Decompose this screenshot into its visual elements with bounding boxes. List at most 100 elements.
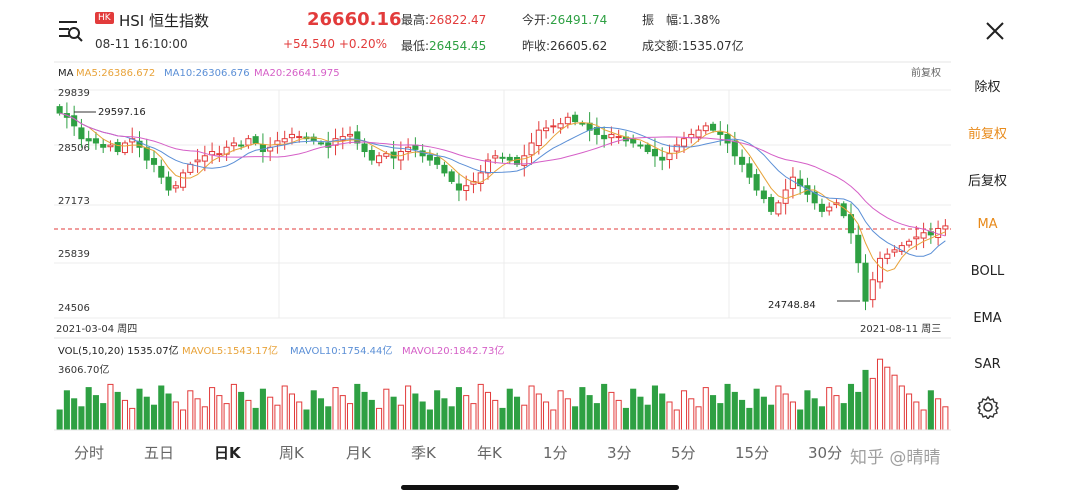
candle-body	[216, 153, 223, 156]
volume-bar	[615, 399, 622, 431]
volume-bar	[884, 366, 891, 431]
candle-body	[434, 157, 441, 165]
tab-daily-k[interactable]: 日K	[214, 444, 241, 462]
settings-gear-icon[interactable]	[976, 395, 1000, 419]
candle-body	[143, 147, 150, 161]
volume-bar	[332, 387, 339, 431]
tab-15min[interactable]: 15分	[735, 444, 770, 462]
candle-body	[376, 155, 383, 164]
menu-ex-rights[interactable]: 除权	[974, 80, 1001, 95]
candle-body	[666, 153, 673, 161]
candle-body	[165, 176, 172, 191]
menu-backward-adjust[interactable]: 后复权	[967, 174, 1007, 189]
y-axis-tick: 27173	[58, 196, 90, 207]
volume-bar	[833, 395, 840, 431]
candle-body	[245, 138, 252, 146]
volume-bar	[789, 401, 796, 431]
volume-bar	[564, 398, 571, 431]
volume-bar	[601, 383, 608, 431]
volume-bar	[361, 391, 368, 431]
candle-body	[412, 144, 419, 150]
menu-ma[interactable]: MA	[977, 217, 998, 232]
end-date: 2021-08-11 周三	[860, 323, 941, 335]
candle-body	[259, 144, 266, 153]
candle-body	[651, 148, 659, 157]
menu-boll[interactable]: BOLL	[970, 264, 1005, 279]
tab-30min[interactable]: 30分	[808, 444, 843, 462]
tab-5min[interactable]: 5分	[671, 444, 696, 462]
volume-bar	[303, 409, 310, 431]
volume-bar	[637, 396, 644, 431]
volume-bar	[281, 385, 288, 431]
candle-body	[194, 159, 201, 163]
candle-body	[601, 134, 608, 140]
home-indicator[interactable]	[401, 485, 679, 490]
watermark: 知乎 @晴晴	[850, 448, 941, 468]
volume-bar	[688, 398, 695, 431]
volume-bar	[129, 407, 136, 431]
volume-bar	[797, 409, 804, 431]
volume-bar	[746, 407, 753, 431]
volume-bar	[513, 396, 521, 431]
candle-body	[85, 138, 92, 142]
ma20-line	[59, 112, 946, 237]
menu-search-icon[interactable]	[56, 16, 84, 44]
candle-body	[448, 171, 455, 182]
candle-body	[710, 123, 717, 131]
close-icon[interactable]	[984, 20, 1006, 42]
candle-body	[862, 262, 869, 302]
candle-body	[543, 127, 550, 132]
indicator-menu: 除权 前复权 后复权 MA BOLL EMA SAR	[955, 60, 1020, 430]
tab-1min[interactable]: 1分	[543, 444, 568, 462]
candle-body	[564, 116, 571, 125]
candle-body	[630, 138, 637, 144]
candle-body	[296, 136, 303, 139]
candle-body	[811, 191, 818, 204]
volume-bar	[935, 398, 942, 431]
candle-body	[288, 133, 295, 139]
volume-bar	[906, 393, 913, 431]
candle-body	[680, 138, 688, 147]
candle-body	[818, 203, 825, 212]
menu-ema[interactable]: EMA	[973, 311, 1002, 326]
tab-3min[interactable]: 3分	[607, 444, 632, 462]
candle-body	[535, 129, 542, 147]
ma-label: MA	[58, 68, 74, 79]
volume-bar	[339, 395, 346, 431]
candle-body	[913, 236, 920, 240]
tab-yearly-k[interactable]: 年K	[477, 444, 502, 462]
high-stat: 最高:26822.47	[401, 13, 487, 27]
tab-intraday[interactable]: 分时	[74, 444, 105, 462]
low-annotation: 24748.84	[768, 300, 816, 311]
volume-bar	[383, 388, 390, 431]
candle-body	[782, 189, 789, 204]
candle-body	[521, 155, 528, 166]
volume-bar	[209, 387, 216, 431]
volume-bar	[194, 398, 201, 431]
candle-body	[550, 125, 557, 128]
amplitude-stat: 振 幅:1.38%	[642, 13, 721, 27]
candle-body	[702, 125, 709, 132]
candle-body	[426, 154, 433, 161]
kline-chart[interactable]: MA MA5:26386.672 MA10:26306.676 MA20:266…	[54, 60, 951, 434]
tab-5day[interactable]: 五日	[144, 444, 175, 462]
volume-bar	[368, 399, 375, 431]
menu-forward-adjust[interactable]: 前复权	[967, 127, 1007, 142]
candle-body	[724, 133, 731, 144]
tab-monthly-k[interactable]: 月K	[346, 444, 371, 462]
tab-quarterly-k[interactable]: 季K	[411, 444, 436, 462]
candle-body	[92, 138, 99, 144]
candle-body	[920, 232, 927, 239]
volume-bar	[448, 406, 455, 431]
candle-body	[753, 174, 760, 191]
volume-bar	[63, 390, 70, 431]
candle-body	[317, 142, 325, 145]
menu-sar[interactable]: SAR	[974, 357, 1001, 372]
volume-bar	[325, 406, 332, 431]
tab-weekly-k[interactable]: 周K	[279, 444, 304, 462]
volume-bar	[535, 393, 542, 431]
open-stat: 今开:26491.74	[522, 13, 608, 27]
volume-bar	[492, 399, 499, 431]
volume-bar	[107, 383, 114, 431]
ma20-value: MA20:26641.975	[254, 68, 340, 79]
